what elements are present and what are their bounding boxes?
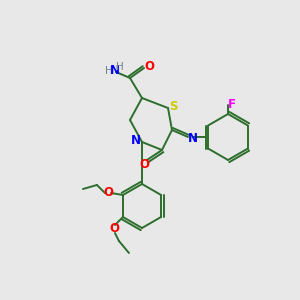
- Text: S: S: [169, 100, 177, 113]
- Text: N: N: [131, 134, 141, 148]
- Text: H: H: [105, 66, 113, 76]
- Text: O: O: [139, 158, 149, 170]
- Text: O: O: [109, 223, 119, 236]
- Text: F: F: [228, 98, 236, 110]
- Text: N: N: [188, 131, 198, 145]
- Text: H: H: [116, 62, 124, 72]
- Text: O: O: [144, 59, 154, 73]
- Text: O: O: [103, 187, 113, 200]
- Text: N: N: [110, 64, 120, 77]
